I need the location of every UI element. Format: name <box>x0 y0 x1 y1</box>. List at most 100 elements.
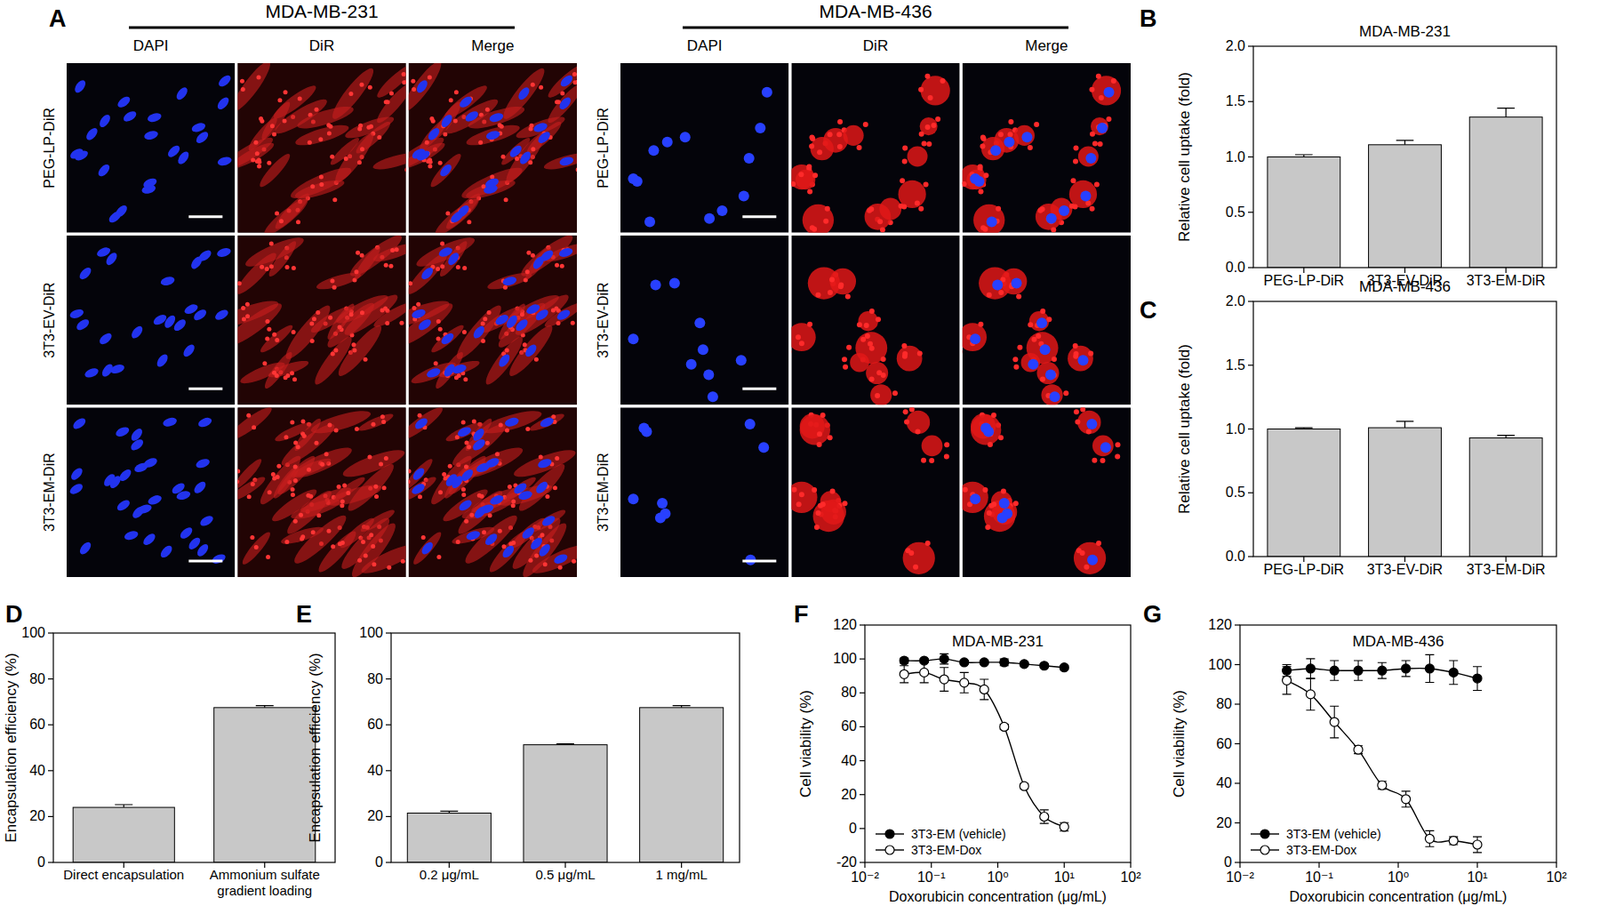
nucleus <box>77 540 93 557</box>
dir-signal <box>225 402 276 444</box>
nucleus <box>655 512 666 523</box>
nucleus <box>72 78 88 95</box>
point <box>1329 717 1339 727</box>
dir-dot <box>264 266 270 272</box>
bar <box>1368 144 1442 268</box>
dir-signal <box>1091 75 1121 105</box>
dir-dot <box>485 107 490 112</box>
dir-dot <box>264 319 270 324</box>
nucleus <box>534 307 551 323</box>
nucleus <box>552 552 569 566</box>
dir-signal <box>392 297 458 352</box>
dir-dot <box>371 561 376 567</box>
point <box>1019 781 1029 791</box>
nucleus <box>1096 122 1108 134</box>
micrograph-bg <box>962 235 1131 406</box>
nucleus <box>680 131 691 143</box>
dir-dot <box>1098 95 1104 101</box>
row-label: 3T3-EM-DiR <box>41 452 57 532</box>
dir-dot <box>352 347 357 352</box>
point <box>979 657 989 667</box>
dir-dot <box>482 316 488 321</box>
point <box>1448 667 1458 677</box>
x-tick-label: 10⁰ <box>1387 869 1409 885</box>
dir-signal <box>396 402 447 444</box>
nucleus <box>500 543 516 560</box>
dir-dot <box>363 552 368 558</box>
point <box>939 674 949 684</box>
plot-frame <box>864 624 1131 863</box>
dir-dot <box>293 440 298 446</box>
dir-dot <box>308 494 313 499</box>
y-tick <box>48 724 54 726</box>
dir-dot <box>354 426 360 432</box>
dir-dot <box>856 321 863 328</box>
error-bar <box>899 665 909 683</box>
nucleus <box>538 416 555 430</box>
dir-signal <box>1040 384 1063 406</box>
dir-dot <box>918 206 924 212</box>
dir-dot <box>258 116 264 121</box>
nucleus <box>115 94 132 110</box>
dir-dot <box>270 123 275 128</box>
nucleus <box>425 366 442 379</box>
dir-dot <box>530 253 536 258</box>
x-tick-label-line: 3T3-EM-DiR <box>1466 272 1546 288</box>
point <box>1401 664 1411 673</box>
point <box>1353 744 1363 754</box>
dir-dot <box>1072 159 1079 165</box>
dir-dot <box>436 336 441 341</box>
dir-signal <box>390 132 448 175</box>
dir-dot <box>998 131 1004 137</box>
dir-dot <box>276 464 281 469</box>
y-tick-label: 20 <box>367 808 384 824</box>
dir-dot <box>310 338 315 344</box>
x-tick <box>1064 862 1065 868</box>
x-tick <box>1318 862 1320 868</box>
micrograph <box>219 57 420 240</box>
dir-signal <box>973 204 1005 236</box>
error-bar <box>1472 836 1482 853</box>
nucleus <box>215 95 231 112</box>
dir-dot <box>1073 408 1080 415</box>
bar <box>1267 429 1341 558</box>
micrograph-bg <box>66 407 235 577</box>
dir-dot <box>560 264 565 269</box>
legend-marker <box>1260 829 1270 839</box>
x-tick <box>1239 862 1240 868</box>
nucleus <box>190 120 207 134</box>
dir-dot <box>1046 316 1052 322</box>
row-label: 3T3-EV-DiR <box>595 281 611 358</box>
dir-dot <box>327 131 332 136</box>
y-tick <box>859 793 865 795</box>
dir-dot <box>498 423 504 428</box>
dir-dot <box>1080 550 1086 556</box>
nucleus <box>464 529 481 542</box>
micrograph <box>785 235 960 413</box>
dir-dot <box>908 550 914 556</box>
dir-signal <box>907 145 928 167</box>
dir-signal <box>1036 361 1059 384</box>
micrograph <box>620 63 789 233</box>
dir-dot <box>544 494 550 499</box>
nucleus <box>194 456 211 470</box>
nucleus <box>557 95 573 112</box>
dir-dot <box>1040 206 1046 212</box>
x-tick-label: 10⁻¹ <box>1304 869 1334 885</box>
dir-dot <box>289 420 295 425</box>
point <box>1059 822 1069 832</box>
dir-signal <box>227 57 276 116</box>
micrograph <box>956 407 1131 577</box>
dir-dot <box>957 349 963 355</box>
dir-dot <box>1013 500 1019 506</box>
point <box>1472 673 1482 683</box>
dir-dot <box>456 373 462 378</box>
dir-dot <box>554 456 560 461</box>
nucleus <box>83 366 100 379</box>
dir-dot <box>814 524 820 530</box>
dir-signal <box>795 169 816 190</box>
group-rule <box>128 26 515 30</box>
dir-dot <box>1063 390 1069 396</box>
dir-dot <box>495 451 500 456</box>
x-tick-label-line: 1 mg/mL <box>655 866 707 882</box>
